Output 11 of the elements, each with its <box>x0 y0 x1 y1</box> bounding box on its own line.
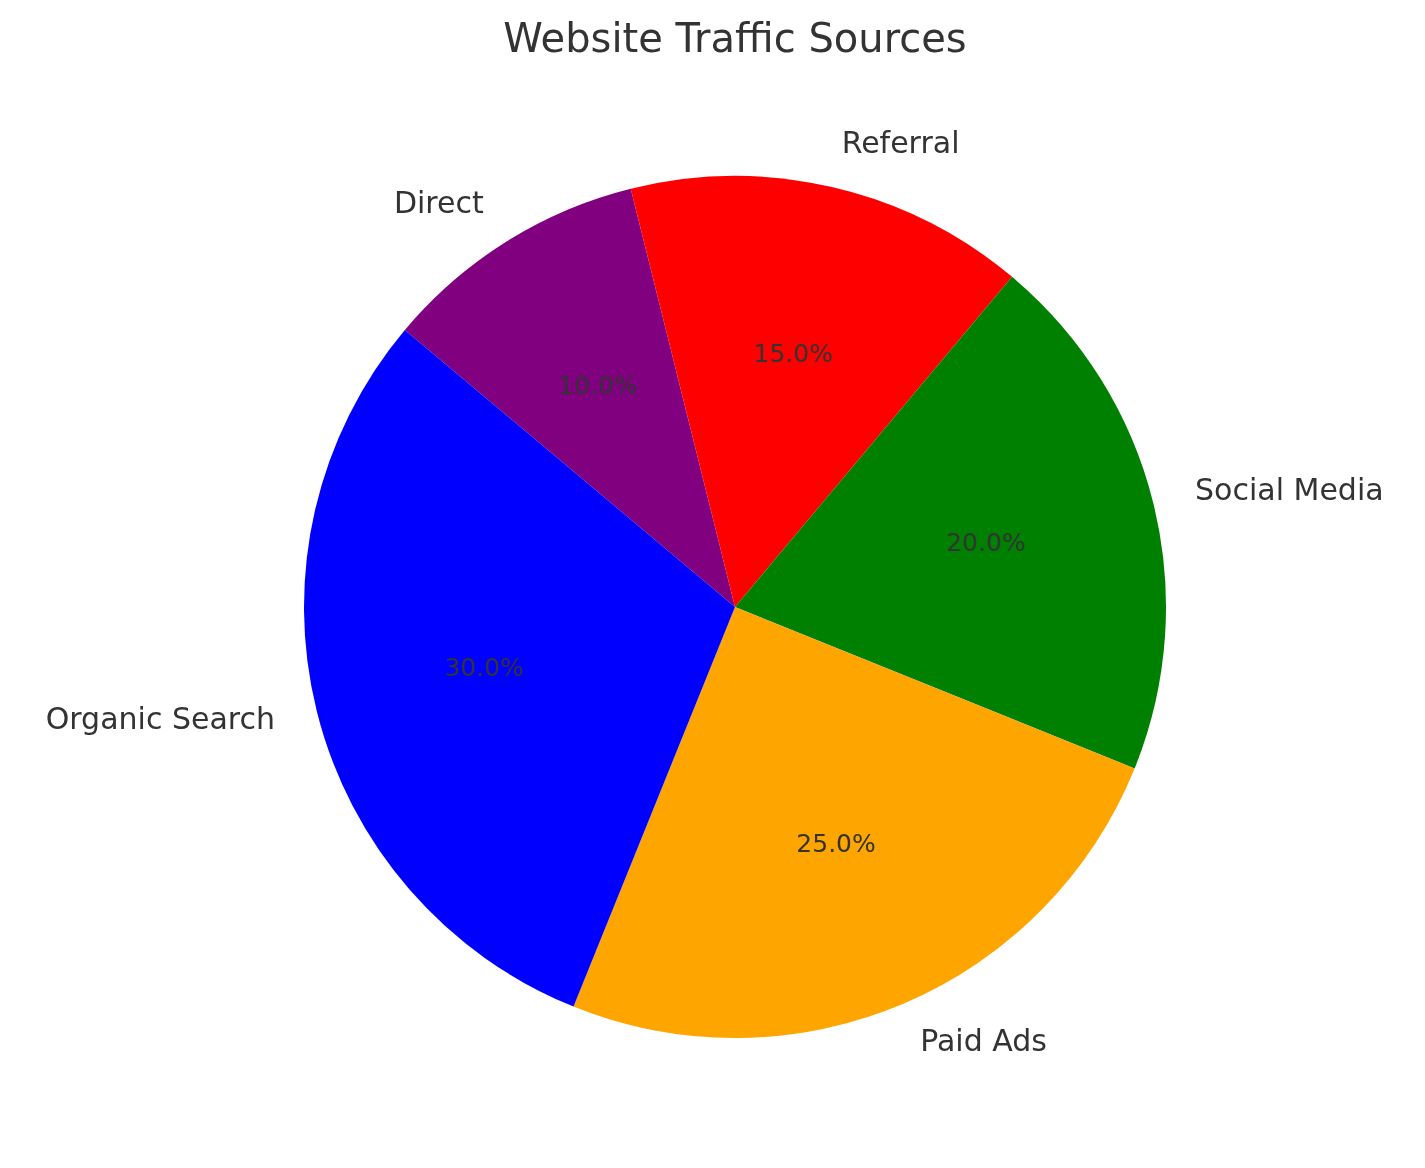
chart-title: Website Traffic Sources <box>503 15 967 62</box>
slice-label: Organic Search <box>45 701 275 737</box>
data-label: 30.0% <box>444 653 524 683</box>
slice-label: Referral <box>841 124 960 160</box>
data-label: 10.0% <box>558 371 638 401</box>
slice-label: Paid Ads <box>920 1023 1047 1059</box>
slice-label: Direct <box>393 184 484 220</box>
data-label: 20.0% <box>946 527 1026 557</box>
slice-label: Social Media <box>1195 472 1384 508</box>
data-label: 15.0% <box>753 338 833 368</box>
data-label: 25.0% <box>796 828 876 858</box>
